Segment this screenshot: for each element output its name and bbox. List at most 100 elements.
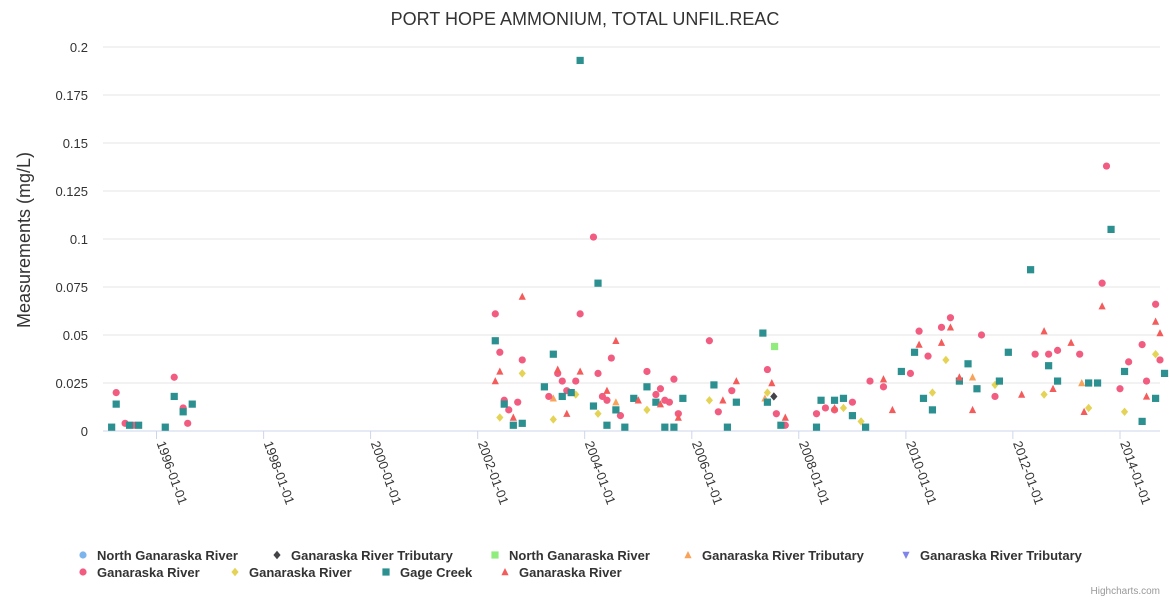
data-point[interactable] xyxy=(1102,162,1111,170)
data-point[interactable] xyxy=(612,406,620,414)
data-point[interactable] xyxy=(937,323,946,331)
data-point[interactable] xyxy=(839,403,848,413)
data-point[interactable] xyxy=(1045,350,1053,358)
data-point[interactable] xyxy=(1120,367,1129,376)
data-point[interactable] xyxy=(770,342,779,351)
data-point[interactable] xyxy=(612,398,620,406)
legend-label[interactable]: Ganaraska River Tributary xyxy=(920,548,1083,563)
data-point[interactable] xyxy=(763,388,772,397)
data-point[interactable] xyxy=(496,367,504,375)
legend-symbol[interactable] xyxy=(902,551,910,559)
data-point[interactable] xyxy=(777,421,785,429)
data-point[interactable] xyxy=(1152,394,1160,402)
data-point[interactable] xyxy=(732,377,740,385)
credits-link[interactable]: Highcharts.com xyxy=(1091,586,1160,597)
data-point[interactable] xyxy=(928,388,937,397)
data-point[interactable] xyxy=(973,385,981,393)
data-point[interactable] xyxy=(839,394,848,402)
data-point[interactable] xyxy=(135,421,143,429)
data-point[interactable] xyxy=(496,348,504,356)
data-point[interactable] xyxy=(915,340,923,348)
legend-symbol[interactable] xyxy=(79,568,87,576)
data-point[interactable] xyxy=(491,377,499,385)
data-point[interactable] xyxy=(1160,369,1169,377)
data-point[interactable] xyxy=(603,396,611,404)
data-point[interactable] xyxy=(812,423,821,431)
data-point[interactable] xyxy=(518,356,526,364)
data-point[interactable] xyxy=(732,398,740,406)
legend-symbol[interactable] xyxy=(273,550,281,560)
data-point[interactable] xyxy=(643,367,651,376)
data-point[interactable] xyxy=(1142,392,1151,400)
data-point[interactable] xyxy=(1156,329,1164,337)
legend-symbol[interactable] xyxy=(491,551,499,559)
data-point[interactable] xyxy=(770,392,778,401)
data-point[interactable] xyxy=(607,354,615,362)
data-point[interactable] xyxy=(1107,225,1115,233)
legend-symbol[interactable] xyxy=(684,551,692,559)
data-point[interactable] xyxy=(879,383,888,391)
data-point[interactable] xyxy=(652,398,660,406)
legend-item[interactable]: Ganaraska River Tributary xyxy=(684,548,865,563)
data-point[interactable] xyxy=(1080,407,1088,415)
data-point[interactable] xyxy=(576,56,584,65)
data-point[interactable] xyxy=(594,279,602,287)
data-point[interactable] xyxy=(759,329,767,337)
data-point[interactable] xyxy=(603,386,611,394)
legend-label[interactable]: Ganaraska River xyxy=(519,565,622,580)
data-point[interactable] xyxy=(928,406,937,414)
data-point[interactable] xyxy=(977,331,986,339)
data-point[interactable] xyxy=(910,348,919,356)
data-point[interactable] xyxy=(1067,338,1075,346)
data-point[interactable] xyxy=(1152,350,1160,359)
data-point[interactable] xyxy=(968,405,977,414)
data-point[interactable] xyxy=(768,379,776,387)
legend-item[interactable]: North Ganaraska River xyxy=(491,548,650,563)
data-point[interactable] xyxy=(955,377,963,385)
legend-symbol[interactable] xyxy=(382,568,390,576)
data-point[interactable] xyxy=(125,421,134,429)
legend-item[interactable]: Ganaraska River Tributary xyxy=(902,548,1083,563)
data-point[interactable] xyxy=(955,373,963,381)
data-point[interactable] xyxy=(1018,390,1026,398)
data-point[interactable] xyxy=(1098,279,1106,287)
data-point[interactable] xyxy=(1053,346,1062,354)
data-point[interactable] xyxy=(514,398,522,406)
data-point[interactable] xyxy=(509,413,517,421)
data-point[interactable] xyxy=(161,423,169,431)
data-point[interactable] xyxy=(170,392,178,401)
data-point[interactable] xyxy=(1093,379,1102,387)
data-point[interactable] xyxy=(549,415,557,424)
data-point[interactable] xyxy=(964,360,972,368)
legend-item[interactable]: Ganaraska River xyxy=(231,565,352,580)
data-point[interactable] xyxy=(576,367,584,375)
data-point[interactable] xyxy=(719,396,727,404)
data-point[interactable] xyxy=(848,412,857,420)
data-point[interactable] xyxy=(670,375,678,383)
data-point[interactable] xyxy=(919,394,928,402)
data-point[interactable] xyxy=(1078,379,1086,387)
data-point[interactable] xyxy=(906,369,915,377)
data-point[interactable] xyxy=(112,389,120,397)
data-point[interactable] xyxy=(491,310,499,318)
data-point[interactable] xyxy=(1085,403,1093,413)
legend-label[interactable]: Ganaraska River xyxy=(249,565,352,580)
data-point[interactable] xyxy=(621,423,629,431)
data-point[interactable] xyxy=(112,400,120,408)
data-point[interactable] xyxy=(942,355,950,365)
legend-label[interactable]: North Ganaraska River xyxy=(509,548,650,563)
legend-item[interactable]: Ganaraska River xyxy=(79,565,200,580)
data-point[interactable] xyxy=(1040,390,1048,399)
data-point[interactable] xyxy=(1049,384,1057,392)
data-point[interactable] xyxy=(830,396,839,404)
data-point[interactable] xyxy=(108,423,116,431)
data-point[interactable] xyxy=(1076,350,1084,358)
data-point[interactable] xyxy=(705,337,713,345)
data-point[interactable] xyxy=(995,377,1003,385)
data-point[interactable] xyxy=(630,394,638,402)
data-point[interactable] xyxy=(817,396,825,404)
data-point[interactable] xyxy=(710,381,718,389)
data-point[interactable] xyxy=(656,400,665,408)
data-point[interactable] xyxy=(888,405,897,414)
data-point[interactable] xyxy=(576,310,584,318)
